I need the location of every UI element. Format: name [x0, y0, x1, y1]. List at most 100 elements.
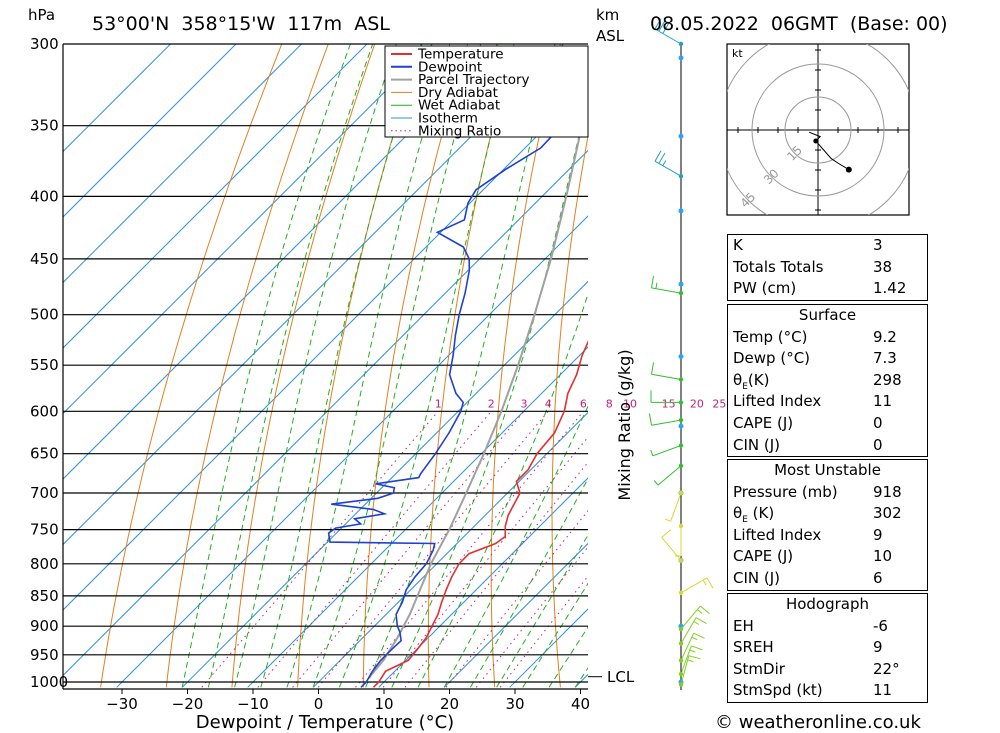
- wet-adiabat-line: [260, 44, 423, 688]
- wind-barb-dot: [678, 682, 684, 687]
- surface-temp-row: Temp (°C) 9.2: [728, 327, 927, 349]
- mu-li-label: Lifted Index: [733, 525, 822, 544]
- pressure-tick-label: 1000: [30, 673, 68, 691]
- wind-barb: [675, 523, 684, 557]
- mixing-ratio-label: 3: [521, 397, 528, 410]
- km-level-dot: [678, 55, 684, 61]
- wind-barb-dot: [678, 658, 684, 663]
- wind-barb-staff: [680, 577, 708, 594]
- mixing-ratio-label: 6: [580, 397, 587, 410]
- pressure-tick-label: 650: [30, 445, 59, 463]
- wind-barb-staff: [680, 645, 692, 675]
- wind-barb-half-flag: [689, 649, 696, 653]
- wind-barb-flag: [648, 413, 652, 426]
- stmdir-value: 22°: [873, 659, 900, 678]
- surface-theta-symbol: θ: [733, 370, 743, 389]
- wind-barb-dot: [678, 290, 684, 296]
- wind-barb-half-flag: [653, 480, 659, 486]
- legend-entry: Parcel Trajectory: [418, 72, 530, 88]
- hodograph-end-dot: [845, 166, 852, 173]
- k-index-value: 3: [873, 236, 883, 254]
- mu-title-row: Most Unstable: [728, 460, 927, 482]
- wind-barb-dot: [678, 671, 684, 677]
- dry-adiabat-line: [100, 44, 283, 688]
- totals-totals-label: Totals Totals: [733, 257, 824, 276]
- hodograph-panel: Hodograph EH -6 SREH 9 StmDir 22° StmSpd (k…: [727, 593, 928, 703]
- wind-barb: [651, 275, 684, 296]
- hodograph-trace: [809, 131, 850, 171]
- temperature-profile: [372, 340, 588, 688]
- surface-theta-unit: (K): [747, 370, 770, 389]
- credit-text: © weatheronline.co.uk: [715, 712, 921, 733]
- mu-pressure-row: Pressure (mb) 918: [728, 482, 927, 504]
- mixing-ratio-line: [201, 410, 439, 688]
- pressure-tick-label: 450: [30, 250, 59, 268]
- wind-barb-dot: [678, 590, 684, 595]
- mixing-ratio-label: 25: [712, 397, 726, 410]
- temperature-tick-label: 40: [571, 695, 590, 713]
- surface-title-row: Surface: [728, 305, 927, 327]
- wind-barb-flag: [699, 605, 710, 615]
- stmdir-label: StmDir: [733, 659, 785, 678]
- legend-entry: Dewpoint: [418, 59, 482, 75]
- wind-barb-dot: [678, 523, 684, 529]
- legend-entry: Wet Adiabat: [418, 98, 500, 114]
- dry-adiabat-line: [427, 44, 515, 688]
- totals-totals-row: Totals Totals 38: [728, 257, 927, 279]
- mixing-ratio-label: 8: [606, 397, 613, 410]
- mu-theta-symbol: θ: [733, 504, 743, 523]
- wet-adiabat-line: [365, 44, 556, 688]
- km-level-dot: [678, 208, 684, 214]
- pressure-tick-label: 950: [30, 646, 59, 664]
- dry-adiabat-line: [165, 44, 329, 688]
- mixing-ratio-line: [355, 410, 584, 688]
- dewpoint-profile: [327, 113, 588, 688]
- wet-adiabat-line: [338, 44, 516, 688]
- mu-theta-row: θE (K) 302: [728, 503, 927, 525]
- wind-barb: [661, 529, 684, 563]
- dry-adiabat-line: [551, 133, 588, 688]
- wind-barb: [678, 605, 710, 632]
- wind-barb-dot: [678, 463, 684, 468]
- wind-barb: [678, 655, 701, 687]
- sreh-row: SREH 9: [728, 637, 927, 659]
- hpa-unit-label: hPa: [28, 6, 55, 24]
- surface-li-label: Lifted Index: [733, 392, 822, 411]
- surface-theta-value: 298: [873, 370, 902, 389]
- stmspd-label: StmSpd (kt): [733, 681, 823, 700]
- surface-dewp-row: Dewp (°C) 7.3: [728, 348, 927, 370]
- wind-barb-flag: [688, 655, 701, 660]
- wind-barb-half-flag: [662, 160, 667, 166]
- legend-entry: Dry Adiabat: [418, 85, 498, 101]
- hodograph-ring: [784, 96, 852, 164]
- temperature-tick-label: 0: [314, 695, 324, 713]
- pressure-tick-label: 500: [30, 306, 59, 324]
- wet-adiabat-line: [234, 44, 397, 688]
- mu-cin-label: CIN (J): [733, 568, 781, 587]
- surface-title: Surface: [798, 306, 857, 324]
- wind-barb-staff: [680, 617, 697, 644]
- mu-pressure-value: 918: [873, 482, 902, 501]
- hodo-title: Hodograph: [785, 595, 870, 613]
- mixing-ratio-line: [445, 509, 588, 688]
- pw-label: PW (cm): [733, 279, 797, 298]
- surface-cape-value: 0: [873, 413, 883, 432]
- surface-temp-value: 9.2: [873, 327, 897, 346]
- surface-cin-label: CIN (J): [733, 435, 781, 454]
- mu-pressure-label: Pressure (mb): [733, 482, 838, 501]
- isotherm-line: [63, 44, 368, 349]
- wind-barb-half-flag: [693, 621, 700, 625]
- km-level-dot: [678, 281, 684, 287]
- wind-barb-staff: [680, 655, 690, 685]
- surface-dewp-label: Dewp (°C): [733, 349, 811, 368]
- wind-barb-flag: [654, 18, 662, 30]
- temperature-tick-label: −30: [106, 695, 138, 713]
- legend-entry: Mixing Ratio: [418, 123, 501, 139]
- wind-barb: [654, 150, 684, 179]
- wind-barb: [678, 617, 707, 646]
- k-index-label: K: [733, 236, 743, 254]
- mixing-ratio-line: [257, 410, 492, 688]
- wet-adiabat-line: [417, 292, 588, 688]
